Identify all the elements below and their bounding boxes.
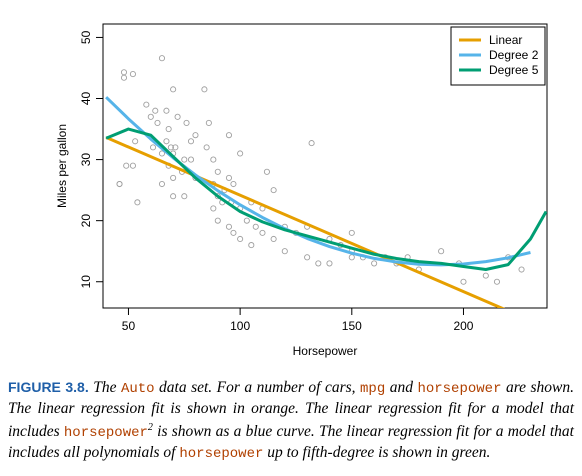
- y-tick-label: 20: [79, 214, 93, 228]
- point: [123, 162, 130, 169]
- point: [281, 248, 288, 255]
- point: [120, 74, 128, 81]
- x-tick-label: 50: [122, 319, 136, 333]
- point: [518, 266, 525, 273]
- point: [263, 168, 270, 175]
- point: [170, 174, 177, 181]
- point: [460, 278, 467, 285]
- caption-text: is shown as a blue curve. The linear reg…: [8, 423, 574, 462]
- fit-line: [105, 136, 506, 308]
- point: [116, 180, 123, 188]
- point: [187, 156, 195, 163]
- point: [158, 55, 166, 62]
- point: [152, 107, 159, 114]
- point: [203, 144, 210, 151]
- caption: FIGURE 3.8. The Auto data set. For a num…: [8, 378, 574, 464]
- point: [172, 144, 179, 151]
- point: [167, 144, 174, 151]
- point: [259, 229, 266, 236]
- caption-text: up to fifth-degree is shown in green.: [263, 444, 491, 462]
- point: [163, 107, 170, 114]
- legend-label: Degree 5: [489, 63, 539, 77]
- point: [308, 140, 315, 147]
- point: [165, 125, 172, 133]
- point: [163, 138, 170, 145]
- point: [134, 199, 141, 206]
- figure-label: FIGURE 3.8.: [8, 379, 89, 395]
- point: [132, 138, 139, 145]
- point: [482, 272, 489, 279]
- point: [214, 217, 221, 224]
- point: [371, 260, 378, 267]
- point: [270, 235, 277, 243]
- point: [225, 174, 233, 181]
- point: [174, 113, 181, 120]
- point: [237, 150, 244, 157]
- point: [214, 168, 221, 175]
- caption-text: data set. For a number of cars,: [154, 379, 361, 396]
- point: [210, 205, 217, 212]
- point: [158, 180, 166, 188]
- point: [154, 119, 161, 126]
- point: [252, 223, 259, 230]
- point: [170, 193, 177, 200]
- plot-box: [102, 23, 548, 309]
- point: [248, 242, 255, 249]
- point: [147, 113, 154, 120]
- point: [183, 119, 190, 126]
- point: [348, 254, 355, 261]
- point: [205, 119, 212, 126]
- caption-text: Auto: [120, 381, 155, 397]
- point: [270, 187, 277, 194]
- point: [201, 86, 208, 93]
- caption-text: are shown. The linear regression fit is …: [8, 379, 575, 441]
- point: [315, 260, 322, 267]
- caption-text: horsepower: [63, 425, 148, 442]
- plot-area: [105, 55, 547, 308]
- point: [326, 260, 333, 267]
- point: [158, 150, 166, 157]
- point: [192, 132, 199, 139]
- point: [149, 144, 157, 151]
- point: [225, 132, 233, 139]
- caption-text: horsepower: [417, 381, 502, 397]
- point: [187, 138, 195, 145]
- point: [304, 254, 311, 261]
- point: [230, 229, 237, 236]
- point: [348, 229, 355, 236]
- point: [129, 162, 136, 169]
- point: [225, 223, 233, 230]
- point: [120, 69, 128, 76]
- fit-line: [105, 127, 547, 272]
- caption-text: and: [385, 379, 418, 396]
- point: [129, 71, 136, 78]
- x-axis-label: Horsepower: [293, 344, 358, 358]
- point: [210, 156, 217, 163]
- y-axis-label: Miles per gallon: [55, 124, 69, 208]
- point: [493, 278, 501, 285]
- x-tick-label: 150: [342, 319, 362, 333]
- legend-label: Linear: [489, 33, 522, 47]
- point: [181, 193, 188, 200]
- x-tick-label: 200: [453, 319, 473, 333]
- caption-text: mpg: [360, 381, 386, 397]
- y-tick-label: 50: [79, 30, 93, 44]
- point: [243, 217, 250, 224]
- caption-text: horsepower: [179, 446, 264, 463]
- y-tick-label: 40: [79, 92, 93, 106]
- point: [230, 180, 237, 188]
- point: [143, 101, 150, 108]
- legend-label: Degree 2: [489, 48, 539, 62]
- x-tick-label: 100: [230, 319, 250, 333]
- point: [237, 235, 244, 243]
- chart: Horsepower Miles per gallon 50 100 150 200 1…: [55, 23, 548, 358]
- point: [170, 86, 177, 93]
- caption-text: The: [93, 379, 121, 396]
- caption-text: 2: [147, 422, 153, 433]
- point: [438, 248, 445, 255]
- y-tick-label: 10: [79, 275, 93, 289]
- point: [181, 156, 188, 163]
- y-tick-label: 30: [79, 153, 93, 167]
